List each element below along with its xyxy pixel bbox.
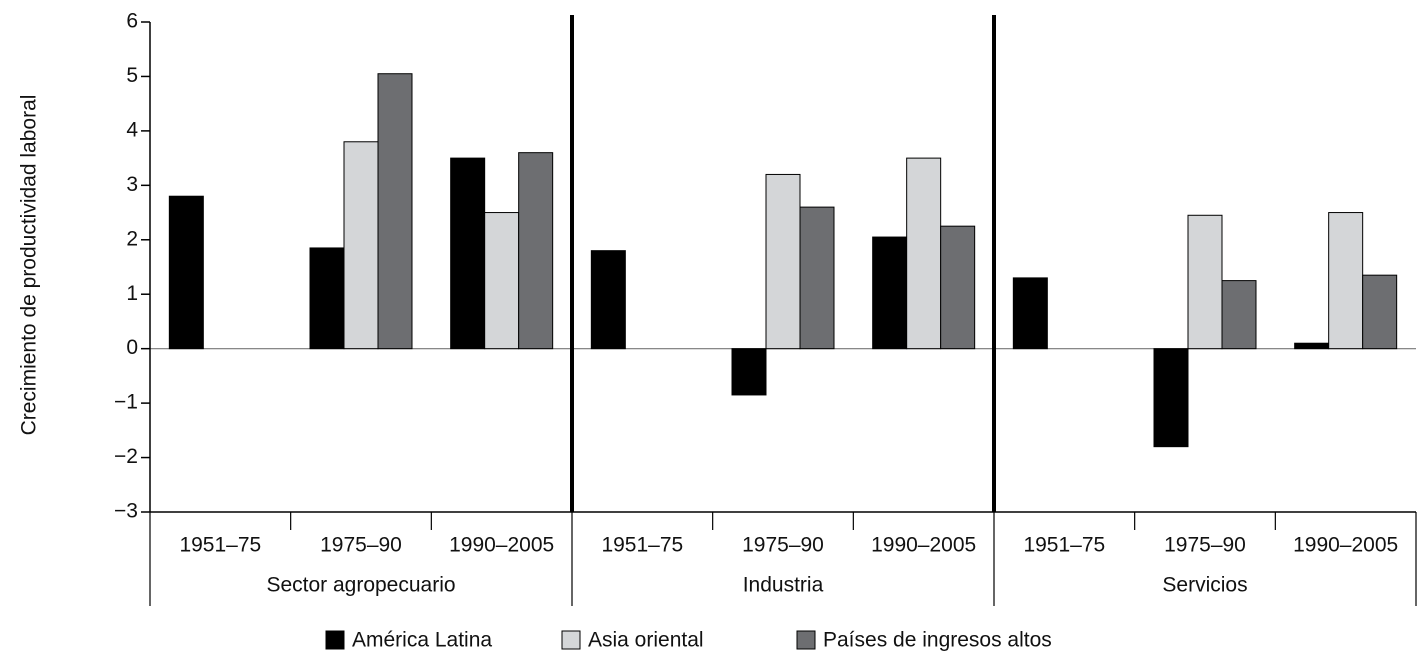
group-label: Servicios bbox=[1162, 574, 1247, 597]
x-tick-label: 1975–90 bbox=[1164, 534, 1246, 557]
bar bbox=[309, 247, 345, 350]
legend-label: Países de ingresos altos bbox=[823, 629, 1052, 652]
y-tick-label: 2 bbox=[126, 227, 138, 250]
bar bbox=[450, 157, 486, 350]
y-tick-label: −3 bbox=[114, 500, 138, 523]
legend-swatch bbox=[796, 630, 816, 650]
bar bbox=[1294, 342, 1330, 350]
x-tick-label: 1990–2005 bbox=[1293, 534, 1398, 557]
bar bbox=[1153, 348, 1189, 448]
x-tick-label: 1990–2005 bbox=[449, 534, 554, 557]
y-tick-label: 3 bbox=[126, 173, 138, 196]
x-tick-label: 1951–75 bbox=[179, 534, 261, 557]
bar bbox=[1328, 212, 1364, 350]
bar bbox=[590, 250, 626, 350]
bar bbox=[377, 73, 413, 350]
bar bbox=[343, 141, 379, 350]
bar bbox=[1221, 280, 1257, 350]
x-tick-label: 1990–2005 bbox=[871, 534, 976, 557]
legend-swatch bbox=[561, 630, 581, 650]
group-label: Industria bbox=[743, 574, 824, 597]
bar bbox=[940, 225, 976, 350]
y-tick-label: −2 bbox=[114, 445, 138, 468]
bar bbox=[1012, 277, 1048, 350]
x-tick-label: 1975–90 bbox=[742, 534, 824, 557]
bar bbox=[1362, 274, 1398, 350]
y-axis-label: Crecimiento de productividad laboral bbox=[18, 95, 41, 436]
y-tick-label: −1 bbox=[114, 391, 138, 414]
group-label: Sector agropecuario bbox=[266, 574, 455, 597]
bar bbox=[872, 236, 908, 350]
y-tick-label: 5 bbox=[126, 64, 138, 87]
x-tick-label: 1975–90 bbox=[320, 534, 402, 557]
legend-label: Asia oriental bbox=[588, 629, 704, 652]
y-tick-label: 0 bbox=[126, 336, 138, 359]
bar bbox=[518, 152, 554, 350]
bar bbox=[799, 206, 835, 350]
bar bbox=[731, 348, 767, 396]
x-tick-label: 1951–75 bbox=[1023, 534, 1105, 557]
bar bbox=[168, 195, 204, 350]
legend-label: América Latina bbox=[352, 629, 492, 652]
y-tick-label: 6 bbox=[126, 10, 138, 33]
bar bbox=[765, 173, 801, 350]
x-tick-label: 1951–75 bbox=[601, 534, 683, 557]
legend-swatch bbox=[325, 630, 345, 650]
bar bbox=[484, 212, 520, 350]
y-tick-label: 4 bbox=[126, 118, 138, 141]
bar bbox=[906, 157, 942, 350]
y-tick-label: 1 bbox=[126, 282, 138, 305]
bar bbox=[1187, 214, 1223, 350]
